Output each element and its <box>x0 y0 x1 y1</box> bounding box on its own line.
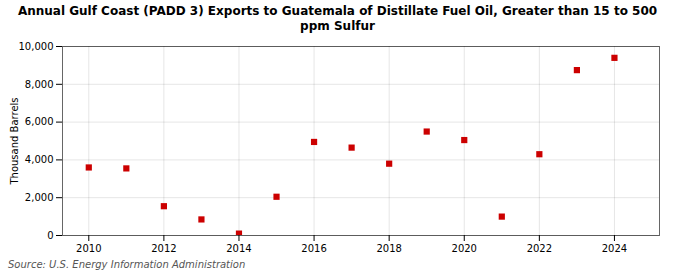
svg-text:2012: 2012 <box>151 243 176 254</box>
svg-text:8,000: 8,000 <box>25 79 54 90</box>
svg-text:2020: 2020 <box>452 243 477 254</box>
svg-text:2018: 2018 <box>376 243 401 254</box>
html-text:Source: U.S. Energy Informatio: Source: U.S. Energy Information Administ… <box>8 259 246 270</box>
svg-text:6,000: 6,000 <box>25 116 54 127</box>
svg-text:2,000: 2,000 <box>25 192 54 203</box>
svg-text:0: 0 <box>47 230 53 241</box>
svg-text:2010: 2010 <box>76 243 101 254</box>
svg-text:2022: 2022 <box>527 243 552 254</box>
svg-text:10,000: 10,000 <box>19 41 54 52</box>
svg-text:2024: 2024 <box>602 243 627 254</box>
svg-text:2016: 2016 <box>301 243 326 254</box>
svg-text:4,000: 4,000 <box>25 154 54 165</box>
html-text:Annual Gulf Coast (PADD 3) Exp: Annual Gulf Coast (PADD 3) Exports to Gu… <box>17 4 658 33</box>
svg-text:Thousand Barrels: Thousand Barrels <box>9 97 20 185</box>
svg-text:2014: 2014 <box>226 243 251 254</box>
